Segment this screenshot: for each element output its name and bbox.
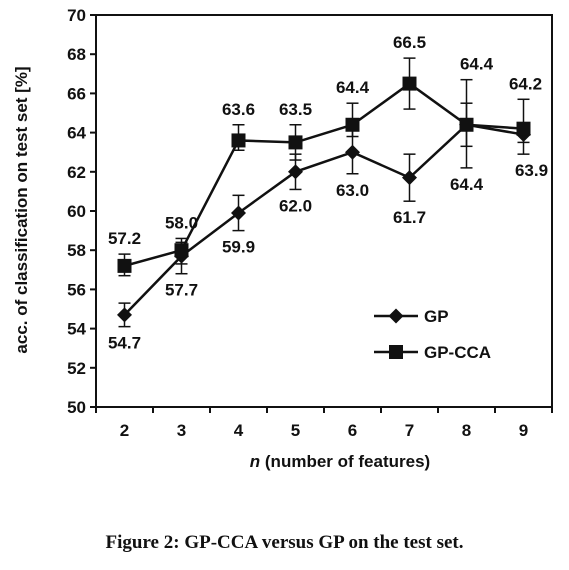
x-tick-label: 8 [462, 421, 471, 440]
data-label: 61.7 [393, 208, 426, 227]
data-label: 57.7 [165, 281, 198, 300]
data-label: 66.5 [393, 33, 426, 52]
x-tick-label: 2 [120, 421, 129, 440]
data-label: 59.9 [222, 238, 255, 257]
data-point [231, 205, 246, 221]
legend-item-gp-cca: GP-CCA [374, 343, 491, 362]
data-point [402, 170, 417, 186]
x-tick-label: 3 [177, 421, 186, 440]
data-point [174, 243, 189, 258]
x-tick-label: 7 [405, 421, 414, 440]
legend-label: GP [424, 307, 449, 326]
figure-caption: Figure 2: GP-CCA versus GP on the test s… [105, 532, 464, 553]
x-tick-label: 6 [348, 421, 357, 440]
data-label: 64.4 [460, 55, 494, 74]
data-point [117, 258, 132, 273]
y-axis-title: acc. of classification on test set [%] [12, 66, 31, 353]
data-point [402, 76, 417, 91]
series-layer [117, 57, 531, 328]
series-gp-cca [117, 57, 531, 277]
data-label: 64.4 [336, 78, 370, 97]
data-label: 64.2 [509, 74, 542, 93]
data-label: 57.2 [108, 229, 141, 248]
y-tick-label: 68 [67, 45, 86, 64]
x-axis-title-variable: n [250, 452, 260, 471]
legend-marker [389, 345, 403, 359]
data-label: 63.0 [336, 181, 369, 200]
legend-item-gp: GP [374, 307, 449, 326]
data-label: 64.4 [450, 175, 484, 194]
x-ticks: 2 3 4 5 6 7 8 9 [95, 407, 553, 440]
x-tick-label: 9 [519, 421, 528, 440]
data-point [345, 117, 360, 132]
data-label: 62.0 [279, 196, 312, 215]
data-point [459, 117, 474, 132]
y-tick-label: 70 [67, 6, 86, 25]
y-tick-label: 62 [67, 163, 86, 182]
y-tick-label: 56 [67, 280, 86, 299]
x-tick-label: 5 [291, 421, 300, 440]
y-tick-label: 64 [67, 124, 86, 143]
data-label: 63.5 [279, 100, 312, 119]
legend-label: GP-CCA [424, 343, 491, 362]
data-point [288, 164, 303, 180]
error-bar [460, 78, 473, 148]
x-axis-title-text: (number of features) [260, 452, 430, 471]
data-label: 54.7 [108, 334, 141, 353]
x-axis-title: n (number of features) [250, 452, 430, 471]
y-ticks: 50 52 54 56 58 60 62 64 66 68 70 [67, 6, 96, 417]
series-line [124, 82, 524, 268]
y-tick-label: 52 [67, 359, 86, 378]
data-label: 63.9 [515, 161, 548, 180]
data-point [345, 144, 360, 160]
legend: GP GP-CCA [374, 307, 491, 362]
y-tick-label: 58 [67, 241, 86, 260]
series-line [123, 123, 524, 316]
data-label: 58.0 [165, 213, 198, 232]
legend-marker [388, 308, 404, 324]
y-tick-label: 66 [67, 84, 86, 103]
data-point [288, 135, 303, 150]
data-point [117, 307, 132, 323]
data-labels: 54.7 57.7 59.9 62.0 63.0 61.7 64.4 63.9 57.2 58.0… [108, 33, 548, 353]
y-tick-label: 60 [67, 202, 86, 221]
data-point [516, 121, 531, 136]
data-point [231, 133, 246, 148]
data-label: 63.6 [222, 100, 255, 119]
x-tick-label: 4 [234, 421, 244, 440]
y-tick-label: 54 [67, 320, 86, 339]
y-tick-label: 50 [67, 398, 86, 417]
